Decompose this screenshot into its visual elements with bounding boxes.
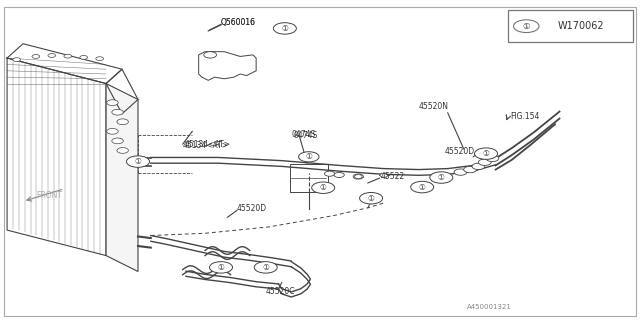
- Circle shape: [107, 100, 118, 106]
- Text: ①: ①: [305, 152, 312, 161]
- Text: ①: ①: [522, 22, 530, 31]
- Text: A450001321: A450001321: [467, 304, 512, 310]
- Text: 45520D: 45520D: [445, 147, 475, 156]
- Circle shape: [430, 172, 453, 183]
- Circle shape: [478, 159, 491, 165]
- Circle shape: [48, 53, 56, 57]
- Circle shape: [273, 23, 296, 34]
- Text: Q560016: Q560016: [221, 18, 256, 27]
- Text: ①: ①: [483, 149, 490, 158]
- Text: W170062: W170062: [557, 21, 604, 31]
- FancyBboxPatch shape: [508, 10, 633, 42]
- Circle shape: [112, 109, 124, 115]
- Text: ①: ①: [438, 173, 445, 182]
- Circle shape: [107, 128, 118, 134]
- Text: 0474S: 0474S: [291, 130, 316, 139]
- Circle shape: [312, 182, 335, 194]
- Circle shape: [464, 166, 476, 173]
- Circle shape: [472, 163, 484, 170]
- Circle shape: [96, 57, 104, 60]
- Circle shape: [353, 174, 364, 179]
- FancyBboxPatch shape: [290, 164, 328, 193]
- Circle shape: [513, 20, 539, 33]
- Text: 45134<AT>: 45134<AT>: [184, 140, 230, 149]
- Circle shape: [32, 54, 40, 58]
- Circle shape: [360, 193, 383, 204]
- Circle shape: [334, 172, 344, 178]
- Text: ①: ①: [367, 194, 374, 203]
- Circle shape: [474, 148, 497, 159]
- Text: 0474S: 0474S: [293, 131, 317, 140]
- Text: 45520D: 45520D: [237, 204, 267, 213]
- Circle shape: [64, 54, 72, 58]
- Circle shape: [80, 55, 88, 59]
- Circle shape: [299, 152, 319, 162]
- Text: Q560016: Q560016: [221, 19, 256, 28]
- Circle shape: [411, 181, 434, 193]
- Text: FRONT: FRONT: [36, 191, 62, 200]
- Polygon shape: [106, 84, 138, 271]
- Circle shape: [13, 58, 20, 61]
- Circle shape: [127, 156, 150, 167]
- Text: ①: ①: [218, 263, 225, 272]
- Circle shape: [254, 262, 277, 273]
- Text: ①: ①: [262, 263, 269, 272]
- Circle shape: [454, 169, 467, 175]
- Circle shape: [112, 138, 124, 144]
- Circle shape: [117, 148, 129, 153]
- Circle shape: [380, 173, 388, 177]
- Circle shape: [204, 52, 216, 58]
- Circle shape: [117, 119, 129, 124]
- Circle shape: [486, 155, 499, 162]
- Circle shape: [209, 262, 232, 273]
- Text: 45522: 45522: [381, 172, 404, 181]
- Text: 45520C: 45520C: [266, 287, 295, 296]
- Text: 45520N: 45520N: [419, 102, 449, 111]
- Text: ①: ①: [134, 157, 141, 166]
- Circle shape: [324, 171, 335, 176]
- Text: ①: ①: [320, 183, 326, 192]
- Text: ①: ①: [419, 183, 426, 192]
- Text: FIG.154: FIG.154: [510, 112, 540, 121]
- Circle shape: [355, 175, 362, 179]
- Text: 45134<AT>: 45134<AT>: [182, 141, 228, 150]
- Text: ①: ①: [282, 24, 288, 33]
